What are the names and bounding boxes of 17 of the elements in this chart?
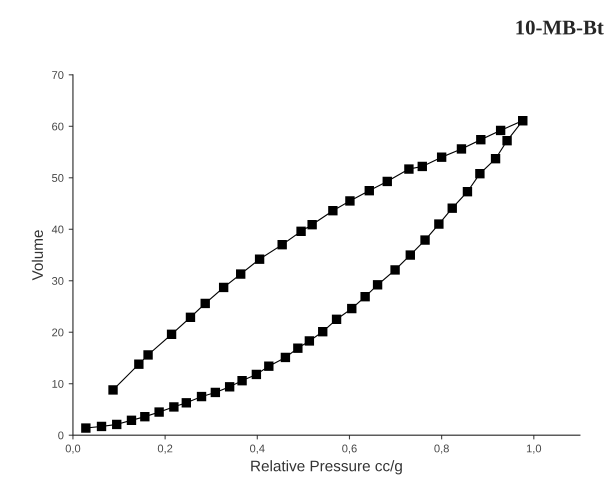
x-tick-label: 0,2 [158, 444, 172, 454]
x-tick-label: 0,4 [250, 444, 265, 454]
y-tick-label: 10 [52, 380, 64, 388]
y-tick-label: 30 [52, 277, 64, 285]
y-tick-label: 50 [52, 174, 64, 182]
y-tick-label: 60 [52, 122, 64, 130]
x-tick-label: 0,0 [66, 444, 80, 454]
y-tick-label: 20 [52, 328, 64, 336]
x-axis-title: Relative Pressure cc/g [251, 460, 402, 474]
y-tick-label: 70 [52, 71, 64, 79]
y-tick-label: 0 [58, 431, 64, 440]
chart-title: 10-MB-Bt [516, 20, 604, 35]
y-axis-title: Volume [32, 230, 43, 280]
x-tick-label: 0,8 [434, 444, 449, 454]
x-tick-label: 1,0 [526, 444, 542, 454]
x-tick-label: 0,6 [342, 444, 357, 454]
y-tick-label: 40 [52, 226, 64, 234]
